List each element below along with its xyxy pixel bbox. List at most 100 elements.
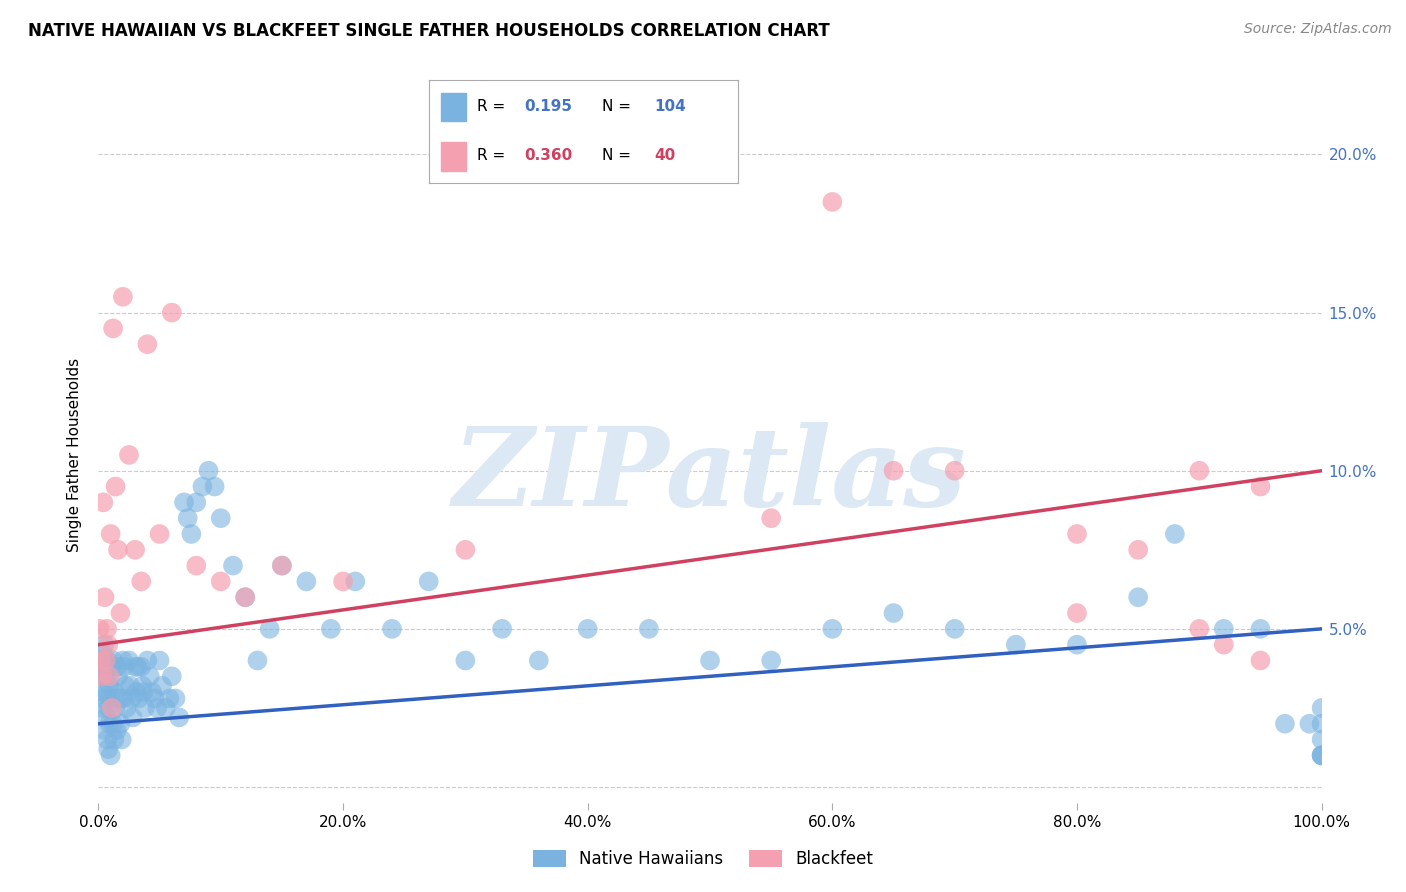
Point (124, 542, 146, 557)
Text: NATIVE HAWAIIAN VS BLACKFEET SINGLE FATHER HOUSEHOLDS CORRELATION CHART: NATIVE HAWAIIAN VS BLACKFEET SINGLE FATH… (28, 22, 830, 40)
Point (1310, 748, 1333, 763)
Point (233, 591, 256, 605)
Point (94, 669, 117, 683)
Point (233, 591, 256, 605)
Point (89, 622, 111, 636)
Point (1249, 653, 1271, 667)
Point (1004, 638, 1026, 652)
Point (120, 691, 142, 706)
Point (101, 321, 124, 335)
Point (91, 685, 114, 699)
Text: Source: ZipAtlas.com: Source: ZipAtlas.com (1244, 22, 1392, 37)
Point (91, 495, 114, 509)
Point (96, 685, 118, 699)
Point (1310, 748, 1333, 763)
Point (101, 701, 124, 715)
Point (1128, 591, 1150, 605)
Point (139, 669, 162, 683)
Point (381, 622, 404, 636)
Point (332, 574, 354, 589)
Point (118, 653, 141, 667)
Text: 104: 104 (655, 99, 686, 114)
Point (115, 701, 138, 715)
Point (222, 558, 245, 573)
Point (1066, 606, 1088, 620)
Point (129, 660, 152, 674)
Point (98, 669, 121, 683)
Point (1298, 716, 1320, 731)
Point (165, 691, 187, 706)
Point (150, 679, 173, 693)
Point (105, 723, 128, 737)
Point (97, 701, 120, 715)
Point (1188, 464, 1211, 478)
Point (125, 685, 148, 699)
Point (418, 574, 440, 589)
Point (1249, 622, 1271, 636)
Point (1310, 748, 1333, 763)
Point (93, 638, 115, 652)
Point (96, 653, 118, 667)
Point (103, 685, 125, 699)
Point (104, 701, 127, 715)
Point (943, 464, 966, 478)
Point (131, 679, 153, 693)
Point (96, 732, 118, 747)
Point (527, 653, 550, 667)
Point (270, 558, 294, 573)
Point (191, 479, 214, 493)
Point (101, 716, 124, 731)
Text: R =: R = (477, 99, 510, 114)
Point (111, 732, 134, 747)
Point (1249, 479, 1271, 493)
Point (1310, 732, 1333, 747)
Point (1066, 638, 1088, 652)
Point (197, 464, 219, 478)
Point (344, 574, 367, 589)
Point (491, 622, 513, 636)
Point (259, 622, 281, 636)
Point (89, 653, 111, 667)
Point (129, 574, 152, 589)
Point (149, 527, 172, 541)
Text: ZIPatlas: ZIPatlas (453, 422, 967, 530)
Point (108, 691, 131, 706)
Point (100, 748, 122, 763)
Point (90, 653, 112, 667)
Point (124, 660, 146, 674)
Text: 0.195: 0.195 (524, 99, 572, 114)
Point (246, 653, 269, 667)
Point (186, 558, 208, 573)
Point (160, 305, 183, 319)
Point (110, 716, 132, 731)
Point (111, 691, 134, 706)
Point (1310, 716, 1333, 731)
Point (141, 685, 163, 699)
Point (93, 691, 115, 706)
Text: N =: N = (602, 148, 636, 163)
Point (94, 653, 117, 667)
Point (118, 448, 141, 462)
Text: 0.360: 0.360 (524, 148, 574, 163)
Point (111, 290, 134, 304)
Bar (441, 142, 465, 170)
Point (186, 495, 208, 509)
Point (1164, 527, 1187, 541)
Point (100, 691, 122, 706)
Point (1212, 638, 1234, 652)
Point (111, 653, 134, 667)
Point (180, 527, 202, 541)
Point (101, 653, 124, 667)
Point (112, 660, 135, 674)
Point (149, 653, 172, 667)
Point (107, 542, 129, 557)
Point (97, 638, 120, 652)
Legend: Native Hawaiians, Blackfeet: Native Hawaiians, Blackfeet (526, 843, 880, 875)
Point (638, 622, 661, 636)
Bar (441, 93, 465, 121)
Point (1188, 622, 1211, 636)
Point (103, 732, 125, 747)
Point (761, 511, 783, 525)
Point (821, 194, 844, 209)
Point (104, 479, 127, 493)
